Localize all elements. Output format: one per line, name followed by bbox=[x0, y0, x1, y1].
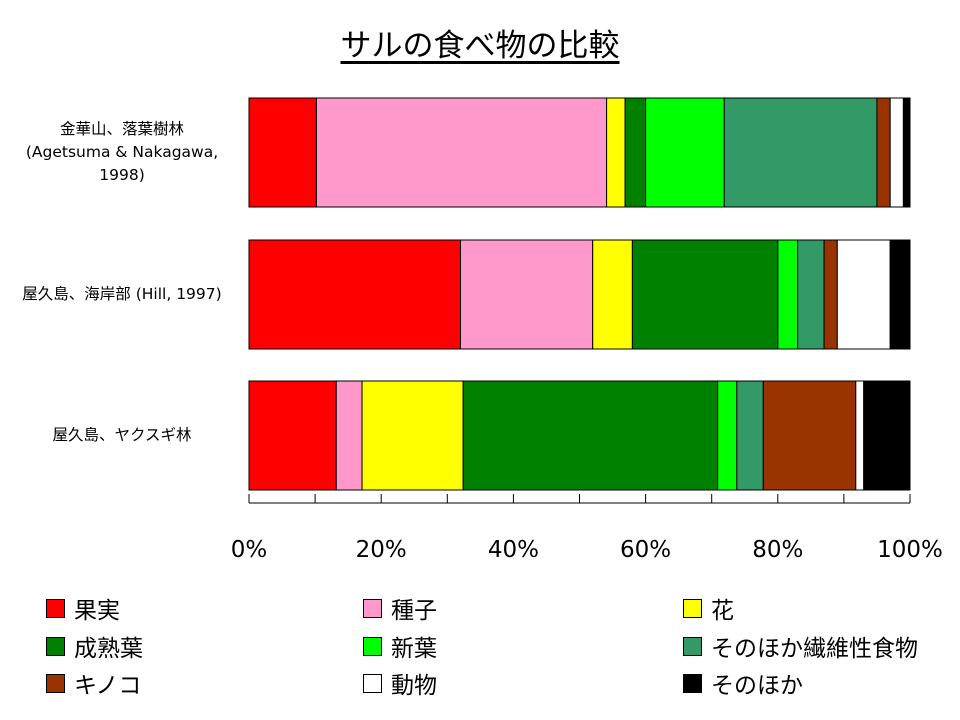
legend-label: 花 bbox=[711, 598, 734, 624]
bar-segment-5-row-1 bbox=[797, 239, 825, 350]
legend-swatch bbox=[363, 673, 382, 693]
bar-segment-0-row-2 bbox=[248, 380, 337, 491]
x-tick-label: 60% bbox=[620, 537, 671, 563]
bar-segment-2-row-1 bbox=[592, 239, 633, 350]
legend-label: 果実 bbox=[74, 598, 120, 624]
x-tick-label: 100% bbox=[877, 537, 943, 563]
bar-segment-5-row-2 bbox=[736, 380, 764, 491]
legend-item: そのほか繊維性食物 bbox=[683, 631, 918, 662]
legend-label: そのほか繊維性食物 bbox=[711, 636, 918, 662]
category-label: 屋久島、海岸部 (Hill, 1997) bbox=[22, 285, 222, 303]
legend-label: 動物 bbox=[391, 673, 437, 699]
bar-segment-4-row-1 bbox=[777, 239, 799, 350]
legend-swatch bbox=[683, 636, 702, 656]
bar-segment-5-row-0 bbox=[723, 97, 878, 208]
bar-segment-0-row-1 bbox=[248, 239, 462, 350]
legend-label: 新葉 bbox=[391, 636, 437, 662]
bar-segment-4-row-2 bbox=[717, 380, 738, 491]
x-tick-label: 40% bbox=[488, 537, 539, 563]
legend-item: 新葉 bbox=[363, 631, 437, 662]
legend-item: キノコ bbox=[46, 668, 142, 699]
bar-segment-7-row-2 bbox=[855, 380, 865, 491]
legend-swatch bbox=[46, 636, 65, 656]
bar-segment-0-row-0 bbox=[248, 97, 317, 208]
bar-segment-3-row-2 bbox=[462, 380, 719, 491]
x-tick-label: 0% bbox=[231, 537, 268, 563]
bar-segment-7-row-1 bbox=[836, 239, 891, 350]
bar-segment-8-row-1 bbox=[889, 239, 911, 350]
legend-item: 花 bbox=[683, 593, 734, 624]
chart-title: サルの食べ物の比較 bbox=[340, 28, 620, 64]
bar-segment-8-row-0 bbox=[902, 97, 911, 208]
bar-segment-1-row-1 bbox=[460, 239, 594, 350]
legend-item: そのほか bbox=[683, 668, 803, 699]
legend-label: 成熟葉 bbox=[74, 636, 143, 662]
bar-segment-2-row-0 bbox=[606, 97, 626, 208]
bar-segment-6-row-1 bbox=[823, 239, 838, 350]
bar-segment-8-row-2 bbox=[863, 380, 911, 491]
bar-segment-1-row-0 bbox=[315, 97, 608, 208]
bar-segment-3-row-0 bbox=[624, 97, 647, 208]
category-label: 金華山、落葉樹林 (Agetsuma & Nakagawa, 1998) bbox=[25, 120, 219, 184]
legend-swatch bbox=[46, 598, 65, 618]
bar-segment-6-row-0 bbox=[876, 97, 891, 208]
legend-swatch bbox=[46, 673, 65, 693]
bar-segment-7-row-0 bbox=[889, 97, 904, 208]
legend-swatch bbox=[363, 636, 382, 656]
legend-item: 動物 bbox=[363, 668, 437, 699]
legend-item: 成熟葉 bbox=[46, 631, 143, 662]
legend-swatch bbox=[683, 598, 702, 618]
x-tick-label: 20% bbox=[356, 537, 407, 563]
legend-label: キノコ bbox=[74, 673, 142, 699]
x-tick-label: 80% bbox=[752, 537, 803, 563]
legend-swatch bbox=[363, 598, 382, 618]
bar-segment-4-row-0 bbox=[645, 97, 725, 208]
legend-label: そのほか bbox=[711, 673, 803, 699]
legend-item: 種子 bbox=[363, 593, 437, 624]
bar-segment-1-row-2 bbox=[335, 380, 363, 491]
bar-segment-2-row-2 bbox=[361, 380, 464, 491]
category-label: 屋久島、ヤクスギ林 bbox=[52, 426, 192, 444]
legend-label: 種子 bbox=[391, 598, 437, 624]
bar-segment-3-row-1 bbox=[631, 239, 779, 350]
bar-segment-6-row-2 bbox=[762, 380, 857, 491]
legend-swatch bbox=[683, 673, 702, 693]
legend-item: 果実 bbox=[46, 593, 120, 624]
